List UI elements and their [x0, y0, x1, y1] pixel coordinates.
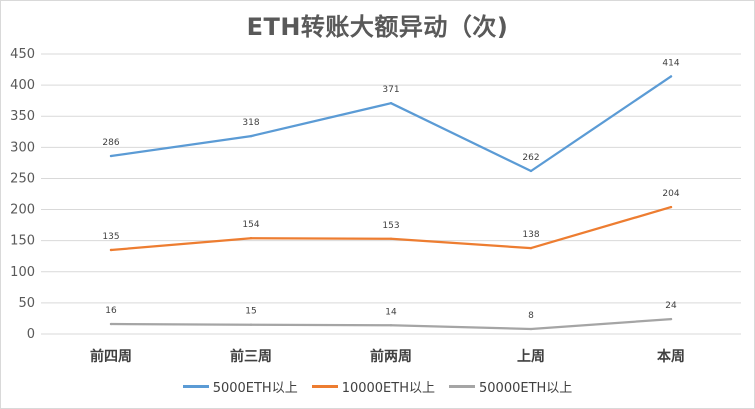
- data-label-0-4: 414: [662, 58, 679, 68]
- data-point-0-4: [669, 75, 673, 78]
- data-point-2-4: [669, 317, 673, 321]
- series-line-2: [109, 317, 673, 331]
- data-label-1-2: 153: [382, 221, 399, 231]
- data-label-0-3: 262: [522, 153, 539, 163]
- y-tick-label-250: 250: [10, 171, 35, 186]
- x-tick-label-0: 前四周: [90, 348, 132, 365]
- x-tick-label-4: 本周: [657, 348, 685, 365]
- legend: 5000ETH以上 10000ETH以上 50000ETH以上: [1, 377, 754, 396]
- data-point-2-0: [109, 322, 113, 326]
- data-point-1-1: [249, 236, 253, 240]
- data-label-0-2: 371: [382, 85, 399, 95]
- data-point-0-1: [249, 134, 253, 138]
- x-tick-label-3: 上周: [517, 349, 545, 365]
- y-tick-label-0: 0: [27, 327, 35, 342]
- data-label-2-2: 14: [385, 307, 397, 317]
- data-point-1-0: [109, 248, 113, 252]
- data-point-0-2: [389, 101, 393, 105]
- data-label-2-1: 15: [245, 307, 256, 317]
- data-point-2-1: [249, 323, 253, 326]
- legend-swatch-50000eth: [449, 385, 475, 388]
- data-point-1-4: [669, 205, 673, 209]
- x-tick-label-1: 前三周: [230, 348, 272, 365]
- legend-label-10000eth: 10000ETH以上: [341, 381, 435, 396]
- data-point-1-3: [529, 246, 533, 250]
- data-label-0-0: 286: [102, 138, 119, 148]
- data-point-2-2: [389, 324, 393, 327]
- data-label-0-1: 318: [242, 118, 259, 128]
- chart-title: ETH转账大额异动（次): [246, 13, 509, 41]
- data-point-2-3: [529, 327, 533, 331]
- data-label-1-4: 204: [662, 189, 679, 199]
- y-tick-label-200: 200: [10, 203, 35, 218]
- y-tick-label-150: 150: [10, 234, 35, 249]
- data-label-2-4: 24: [665, 301, 677, 311]
- data-point-0-0: [109, 154, 113, 158]
- data-point-0-3: [529, 169, 533, 173]
- legend-label-5000eth: 5000ETH以上: [212, 381, 298, 396]
- y-tick-label-400: 400: [10, 78, 35, 93]
- legend-item-5000eth: 5000ETH以上: [182, 377, 298, 396]
- legend-swatch-5000eth: [182, 385, 209, 388]
- data-label-1-0: 135: [102, 232, 119, 242]
- data-label-1-3: 138: [522, 230, 539, 240]
- y-tick-label-350: 350: [10, 109, 35, 124]
- legend-label-50000eth: 50000ETH以上: [479, 381, 573, 396]
- x-tick-label-2: 前两周: [370, 348, 412, 365]
- legend-swatch-10000eth: [311, 385, 338, 388]
- data-label-1-1: 154: [242, 220, 259, 230]
- legend-item-10000eth: 10000ETH以上: [311, 377, 435, 396]
- y-tick-label-100: 100: [10, 265, 35, 280]
- data-label-2-0: 16: [105, 306, 117, 316]
- legend-item-50000eth: 50000ETH以上: [449, 377, 572, 396]
- y-tick-label-300: 300: [10, 140, 35, 155]
- data-label-2-3: 8: [528, 311, 534, 321]
- y-tick-label-50: 50: [18, 296, 35, 311]
- data-point-1-2: [389, 237, 393, 240]
- y-tick-label-450: 450: [10, 47, 35, 62]
